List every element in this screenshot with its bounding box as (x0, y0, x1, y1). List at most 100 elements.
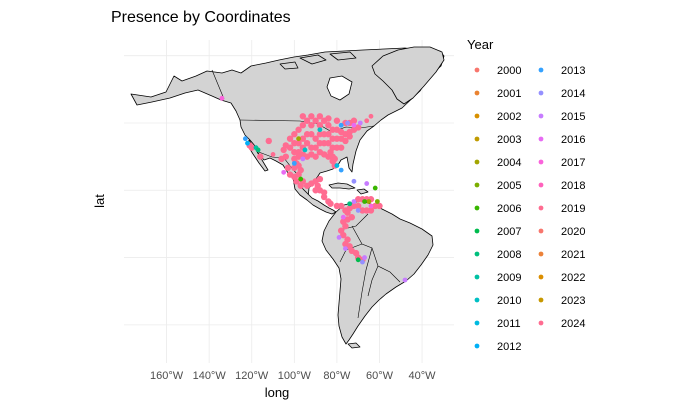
data-point (312, 144, 319, 151)
legend-label: 2000 (497, 65, 521, 77)
legend-key (538, 320, 544, 326)
data-point (342, 222, 349, 230)
data-point (300, 156, 306, 162)
data-point (295, 126, 302, 133)
data-point (360, 259, 365, 265)
data-point (265, 137, 272, 145)
arctic-island-landmass (279, 61, 299, 70)
legend-label: 2007 (497, 226, 521, 238)
data-point (336, 234, 342, 240)
data-point (281, 169, 287, 175)
data-point (364, 181, 370, 186)
legend-key (474, 90, 480, 96)
data-point (376, 202, 383, 210)
data-point (316, 122, 324, 129)
data-point (362, 255, 367, 260)
legend-key (474, 136, 480, 142)
data-point (325, 115, 332, 122)
data-point (340, 231, 347, 239)
legend-label: 2013 (561, 65, 585, 77)
legend-label: 2004 (497, 157, 521, 169)
data-point (333, 117, 341, 124)
data-point (325, 139, 332, 147)
legend-label: 2015 (561, 111, 585, 123)
data-point (242, 136, 248, 142)
data-point (299, 135, 307, 142)
data-point (343, 246, 348, 252)
legend-key (474, 159, 480, 165)
legend-label: 2019 (561, 203, 585, 215)
data-point (327, 148, 334, 156)
data-point (303, 139, 311, 147)
data-point (354, 202, 362, 210)
data-point (286, 135, 294, 142)
data-point (312, 153, 319, 160)
data-points (219, 95, 408, 283)
tierra-del-fuego-landmass (347, 342, 361, 349)
data-point (219, 95, 225, 101)
data-point (312, 135, 319, 142)
legend-key (538, 205, 544, 211)
data-point (282, 153, 290, 160)
legend-title: Year (467, 37, 494, 52)
data-point (368, 113, 374, 119)
legend-key (474, 251, 480, 257)
data-point (327, 200, 334, 207)
x-tick-label: 160°W (150, 370, 184, 382)
legend-label: 2011 (497, 318, 521, 330)
legend-key (538, 274, 544, 280)
legend-key (474, 320, 480, 326)
data-point (367, 207, 375, 214)
legend-label: 2001 (497, 88, 521, 100)
data-point (368, 203, 374, 209)
data-point (308, 131, 315, 138)
data-point (312, 117, 319, 124)
data-point (344, 209, 351, 216)
data-point (316, 175, 324, 183)
x-tick-label: 100°W (278, 370, 312, 382)
data-point (340, 214, 346, 220)
legend-label: 2005 (497, 180, 521, 192)
data-point (291, 164, 298, 172)
data-point (293, 178, 300, 185)
data-point (302, 147, 308, 153)
data-point (355, 208, 361, 213)
data-point (257, 153, 264, 160)
legend-label: 2006 (497, 203, 521, 215)
data-point (366, 199, 372, 204)
north-america-landmass (130, 47, 445, 199)
hudson-bay-water (326, 75, 353, 101)
legend-label: 2024 (561, 318, 585, 330)
x-tick-label: 120°W (235, 370, 269, 382)
legend-label: 2023 (561, 295, 585, 307)
map-layer (130, 46, 445, 349)
data-point (351, 199, 357, 204)
plot-panel (124, 40, 454, 363)
data-point (295, 171, 302, 178)
data-point (357, 120, 363, 126)
legend-key (538, 136, 544, 142)
legend-key (474, 67, 480, 73)
data-point (291, 160, 297, 166)
legend-label: 2010 (497, 295, 521, 307)
data-point (337, 144, 345, 151)
legend-key (538, 90, 544, 96)
data-point (320, 193, 328, 201)
legend: Year 2000 2001 2002 2003 2004 2005 2006 2007 200… (467, 37, 585, 353)
data-point (245, 140, 250, 146)
data-point (354, 124, 362, 131)
legend-label: 2022 (561, 272, 585, 284)
data-point (347, 201, 353, 207)
arctic-island-landmass (299, 54, 327, 65)
data-point (296, 136, 301, 142)
arctic-island-landmass (329, 51, 357, 61)
data-point (350, 117, 358, 124)
x-tick-label: 40°W (409, 370, 437, 382)
x-tick-label: 60°W (366, 370, 394, 382)
legend-key (538, 297, 544, 303)
legend-key (474, 274, 480, 280)
data-point (255, 147, 261, 153)
data-point (351, 122, 357, 128)
legend-key (538, 113, 544, 119)
